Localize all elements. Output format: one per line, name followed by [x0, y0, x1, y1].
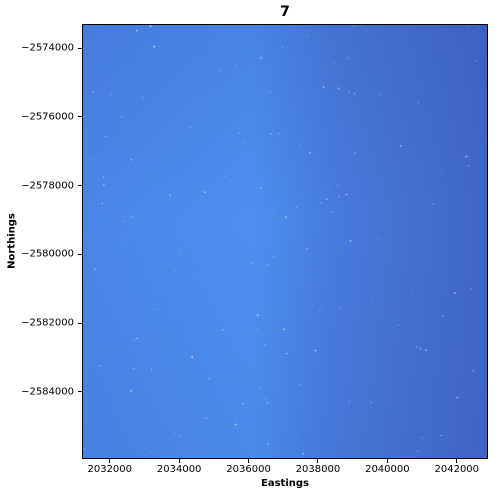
y-tick-mark [78, 253, 82, 255]
satellite-raster [82, 24, 488, 459]
x-tick-label: 2040000 [365, 464, 410, 475]
y-tick-label: −2576000 [21, 111, 74, 123]
y-tick-mark [78, 47, 82, 49]
y-tick-label: −2580000 [21, 248, 74, 260]
x-tick-mark [248, 459, 250, 463]
y-tick-mark [78, 391, 82, 393]
x-tick-mark [317, 459, 319, 463]
y-tick-label: −2582000 [21, 317, 74, 329]
y-tick-mark [78, 322, 82, 324]
x-tick-mark [109, 459, 111, 463]
x-tick-mark [456, 459, 458, 463]
x-tick-label: 2034000 [156, 464, 202, 475]
raster-shade [82, 24, 488, 459]
x-tick-label: 2038000 [295, 464, 341, 475]
x-tick-mark [178, 459, 180, 463]
y-tick-label: −2574000 [21, 42, 74, 54]
y-tick-label: −2578000 [21, 180, 74, 192]
x-axis-label: Eastings [261, 478, 309, 489]
x-tick-label: 2036000 [226, 464, 271, 475]
raster-speckles [82, 25, 479, 458]
plot-title: 7 [280, 4, 290, 20]
y-tick-label: −2584000 [21, 386, 74, 398]
x-tick-label: 2032000 [87, 464, 133, 475]
y-tick-mark [78, 116, 82, 118]
x-tick-mark [386, 459, 388, 463]
plot-frame [82, 24, 488, 459]
y-axis-label: Northings [6, 213, 18, 269]
x-tick-label: 2042000 [434, 464, 480, 475]
y-tick-mark [78, 185, 82, 187]
